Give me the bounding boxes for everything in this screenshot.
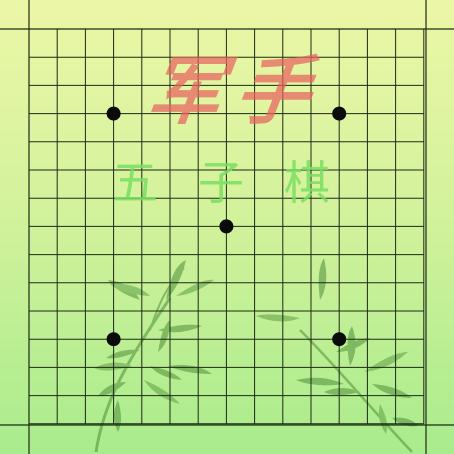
title-subtitle: 五子棋	[112, 156, 370, 210]
stones-layer	[106, 106, 347, 347]
title-main-calligraphy: 军手	[141, 49, 331, 135]
star-point[interactable]	[106, 106, 121, 121]
star-point[interactable]	[332, 332, 347, 347]
bamboo-right-decoration	[256, 258, 418, 453]
star-point[interactable]	[332, 106, 347, 121]
star-point[interactable]	[106, 332, 121, 347]
bamboo-left-decoration	[94, 260, 214, 453]
star-point[interactable]	[219, 219, 234, 234]
